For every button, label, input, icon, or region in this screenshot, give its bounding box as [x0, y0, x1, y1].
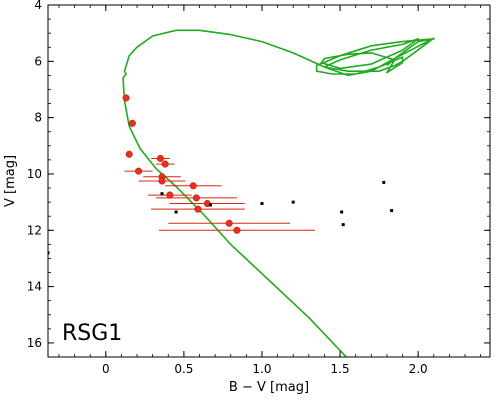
field-star-point	[208, 203, 212, 207]
member-point	[189, 182, 197, 190]
field-star-point	[160, 192, 164, 196]
field-stars-layer	[48, 180, 394, 255]
y-tick-label: 10	[27, 167, 42, 181]
y-tick-label: 6	[34, 54, 42, 68]
x-tick-label: 0	[102, 362, 110, 376]
isochrone-layer	[122, 29, 435, 357]
y-axis-title: V [mag]	[3, 155, 18, 207]
errorbar-layer	[124, 157, 316, 231]
cluster-label: RSG1	[62, 321, 122, 346]
member-point	[156, 154, 165, 163]
y-tick-label: 8	[34, 111, 42, 125]
y-tick-label: 16	[27, 336, 42, 350]
member-point	[158, 177, 166, 185]
member-points-layer	[122, 94, 241, 234]
field-star-point	[48, 251, 50, 255]
member-point	[128, 119, 136, 127]
x-tick-label: 1.0	[252, 362, 271, 376]
x-axis: 0 0.5 1.0 1.5 2.0	[58, 5, 482, 376]
field-star-point	[291, 200, 295, 204]
isochrone-line	[122, 29, 435, 357]
member-point	[125, 150, 133, 158]
member-point	[194, 205, 202, 213]
x-tick-label: 2.0	[409, 362, 428, 376]
x-tick-label: 1.5	[331, 362, 350, 376]
y-tick-label: 4	[34, 0, 42, 12]
member-point	[192, 194, 200, 202]
field-star-point	[341, 223, 345, 227]
x-tick-label: 0.5	[174, 362, 193, 376]
field-star-point	[390, 209, 394, 213]
member-point	[135, 167, 143, 175]
plot-frame	[47, 4, 491, 358]
field-star-point	[340, 210, 344, 214]
member-point	[122, 94, 130, 102]
member-point	[225, 219, 233, 227]
y-tick-label: 12	[27, 223, 42, 237]
y-tick-label: 14	[27, 280, 42, 294]
member-point	[161, 160, 169, 168]
x-axis-title: B − V [mag]	[229, 380, 309, 395]
member-point	[166, 191, 174, 199]
member-point	[233, 226, 241, 234]
field-star-point	[174, 210, 178, 214]
y-axis: 4 6 8 10 12 14 16	[27, 0, 490, 358]
field-star-point	[260, 202, 264, 206]
field-star-point	[382, 180, 386, 184]
